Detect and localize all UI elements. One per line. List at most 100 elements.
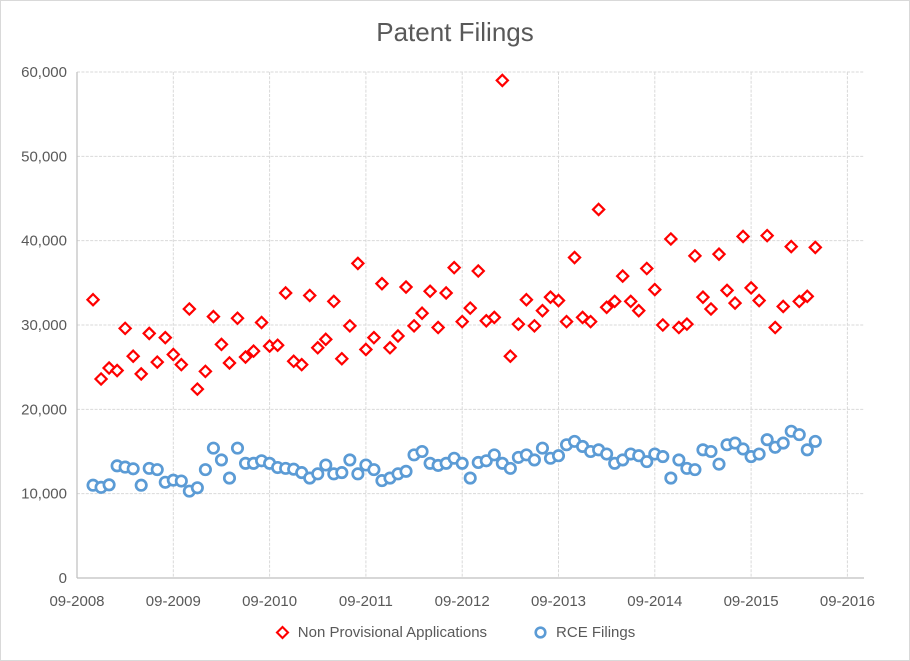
data-point-rce: [455, 456, 469, 470]
data-point-non-provisional: [318, 332, 333, 347]
data-point-non-provisional: [711, 247, 727, 262]
x-tick-label: 09-2011: [339, 593, 393, 610]
diamond-marker-icon: [275, 625, 290, 640]
data-point-rce: [808, 434, 822, 448]
data-point-non-provisional: [182, 301, 197, 317]
data-point-non-provisional: [406, 318, 422, 333]
legend-item-rce-filings[interactable]: RCE Filings: [533, 624, 635, 641]
x-axis-tick-labels: 09-2008 09-2009 09-2010 09-2011 09-2012 09-20…: [49, 593, 874, 610]
data-point-non-provisional: [254, 315, 269, 330]
data-point-non-provisional: [430, 320, 446, 335]
data-point-rce: [736, 442, 750, 456]
data-point-non-provisional: [800, 289, 815, 304]
data-point-non-provisional: [663, 231, 679, 247]
data-point-non-provisional: [631, 303, 646, 318]
series-rce-filings: [86, 424, 822, 498]
y-tick-label: 60,000: [21, 64, 67, 81]
data-point-non-provisional: [158, 330, 173, 345]
data-point-non-provisional: [326, 294, 341, 309]
data-point-rce: [527, 453, 541, 467]
data-point-rce: [214, 453, 228, 467]
data-point-non-provisional: [142, 326, 157, 341]
data-point-rce: [688, 463, 702, 477]
data-point-non-provisional: [503, 349, 518, 364]
data-point-non-provisional: [551, 293, 566, 308]
data-point-rce: [792, 428, 806, 442]
data-point-non-provisional: [455, 314, 470, 329]
gridlines: [77, 71, 864, 578]
data-point-non-provisional: [206, 309, 221, 324]
data-point-rce: [503, 461, 517, 475]
data-point-rce: [551, 449, 566, 463]
data-point-non-provisional: [751, 293, 767, 308]
data-point-rce: [319, 458, 333, 472]
data-point-non-provisional: [471, 263, 486, 279]
data-point-non-provisional: [414, 306, 430, 321]
x-tick-label: 09-2014: [627, 593, 682, 610]
data-point-non-provisional: [647, 282, 662, 297]
data-point-rce: [351, 467, 365, 481]
data-point-non-provisional: [607, 294, 622, 309]
data-point-non-provisional: [438, 285, 454, 301]
data-point-non-provisional: [390, 328, 406, 344]
data-point-rce: [399, 464, 413, 478]
data-point-non-provisional: [214, 337, 229, 352]
data-point-rce: [174, 474, 188, 488]
data-point-rce: [222, 471, 237, 485]
data-point-rce: [198, 463, 212, 477]
y-tick-label: 40,000: [21, 233, 67, 250]
data-point-non-provisional: [727, 295, 743, 311]
data-point-rce: [600, 447, 614, 461]
data-point-non-provisional: [567, 250, 582, 265]
data-point-rce: [206, 441, 220, 455]
data-point-non-provisional: [190, 381, 205, 397]
data-point-non-provisional: [792, 294, 807, 309]
y-tick-label: 0: [59, 570, 67, 587]
data-point-non-provisional: [350, 256, 366, 271]
data-point-rce: [311, 467, 325, 481]
data-point-non-provisional: [422, 284, 438, 299]
legend-label-rce-filings: RCE Filings: [556, 624, 636, 641]
data-point-non-provisional: [719, 283, 735, 298]
data-point-rce: [230, 441, 245, 455]
data-point-non-provisional: [768, 320, 783, 335]
data-point-rce: [463, 471, 477, 485]
data-point-non-provisional: [487, 310, 502, 325]
y-tick-label: 50,000: [21, 148, 67, 165]
data-point-non-provisional: [93, 371, 109, 387]
x-tick-label: 09-2008: [49, 593, 104, 610]
series-non-provisional-applications: [85, 73, 823, 397]
data-point-rce: [672, 453, 686, 467]
data-point-non-provisional: [398, 279, 414, 295]
x-tick-label: 09-2009: [146, 593, 201, 610]
x-tick-label: 09-2013: [531, 593, 586, 610]
data-point-non-provisional: [655, 317, 670, 333]
data-point-non-provisional: [735, 229, 751, 244]
data-point-non-provisional: [278, 285, 293, 301]
data-point-non-provisional: [495, 73, 510, 88]
data-point-non-provisional: [358, 342, 374, 357]
data-point-rce: [126, 462, 140, 476]
data-point-non-provisional: [246, 343, 261, 359]
data-point-non-provisional: [639, 261, 654, 276]
data-point-non-provisional: [117, 321, 133, 336]
data-point-rce: [134, 478, 148, 492]
legend-label-non-provisional-applications: Non Provisional Applications: [297, 624, 488, 641]
data-point-rce: [415, 444, 429, 459]
data-point-rce: [704, 444, 718, 459]
data-point-non-provisional: [519, 292, 534, 307]
data-point-rce: [487, 448, 501, 462]
x-tick-label: 09-2015: [724, 593, 779, 610]
data-point-non-provisional: [302, 288, 317, 303]
data-point-non-provisional: [591, 202, 606, 217]
data-point-non-provisional: [198, 364, 213, 379]
legend-item-non-provisional-applications[interactable]: Non Provisional Applications: [275, 624, 487, 641]
data-point-non-provisional: [382, 340, 398, 355]
data-point-non-provisional: [294, 357, 309, 372]
data-point-rce: [102, 478, 116, 492]
chart-title: Patent Filings: [376, 17, 534, 47]
data-point-non-provisional: [623, 294, 638, 309]
data-point-non-provisional: [535, 303, 550, 318]
